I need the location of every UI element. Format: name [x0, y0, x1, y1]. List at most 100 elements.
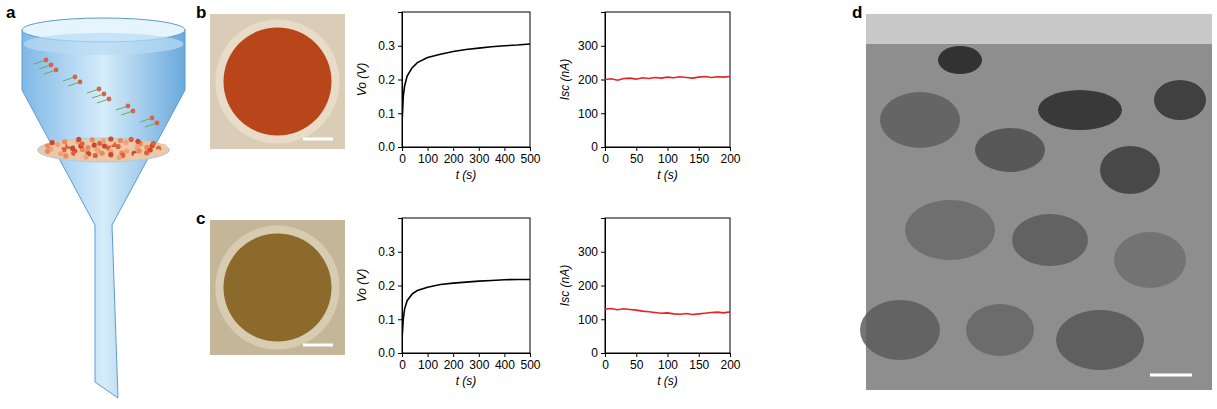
membrane-particle: [135, 139, 140, 144]
photo-ground: [210, 220, 345, 355]
membrane-particle: [144, 150, 149, 155]
x-tick: 200: [444, 353, 464, 372]
x-tick: 150: [689, 353, 709, 372]
x-tick: 200: [444, 147, 464, 166]
y-tick-label: 200: [578, 73, 598, 87]
membrane-particle: [101, 138, 106, 143]
flake-end: [44, 58, 49, 63]
particle: [1038, 90, 1122, 130]
scale-bar: [1150, 374, 1192, 377]
y-axis: 0 100 200 300: [578, 219, 606, 361]
membrane-particle: [76, 137, 81, 142]
plot-frame: [402, 12, 530, 147]
funnel-illustration: [22, 18, 185, 398]
photo-ground: [210, 14, 345, 149]
y-axis-title: Isc (nA): [558, 59, 572, 100]
membrane-particle: [117, 155, 122, 160]
y-tick-mark: [398, 46, 402, 47]
chart: 01002003004005000.00.10.20.3t (s)Vo (V): [355, 218, 541, 388]
y-tick: 200: [578, 73, 605, 87]
x-tick: 300: [469, 147, 489, 166]
x-axis: 050100150200: [602, 147, 741, 166]
y-tick-label: 300: [578, 39, 598, 53]
membrane-particle: [124, 149, 129, 154]
x-tick: 100: [658, 353, 678, 372]
membrane-particle: [93, 153, 98, 158]
y-tick-mark: [601, 319, 605, 320]
y-axis-line: [398, 13, 403, 148]
x-tick-mark: [668, 147, 669, 151]
particle: [1154, 80, 1206, 120]
membrane-particle: [116, 144, 121, 149]
membrane-particle: [102, 144, 107, 149]
particle: [1012, 214, 1088, 266]
x-tick: 200: [720, 147, 740, 166]
x-tick-label: 100: [418, 152, 438, 166]
membrane-particle: [108, 136, 113, 141]
y-tick: 0.1: [378, 313, 402, 327]
particle: [905, 200, 995, 260]
y-tick: 300: [578, 245, 605, 259]
y-tick-mark: [601, 353, 605, 354]
membrane-particle: [137, 148, 142, 153]
membrane-particle: [75, 153, 80, 158]
tem-image: [860, 14, 1212, 390]
x-tick-label: 300: [469, 358, 489, 372]
panel-label: b: [196, 3, 206, 22]
photo-disc: [224, 234, 332, 342]
y-tick: 300: [578, 39, 605, 53]
x-tick-label: 500: [520, 152, 540, 166]
x-tick-mark: [428, 353, 429, 357]
x-tick-label: 0: [602, 152, 609, 166]
y-tick: 0.2: [378, 279, 402, 293]
plot-area: [605, 76, 730, 80]
membrane-particle: [103, 154, 108, 159]
y-axis-title: Vo (V): [355, 269, 369, 303]
x-axis-title: t (s): [456, 374, 477, 388]
y-tick-label: 0: [591, 140, 598, 154]
x-tick: 300: [469, 353, 489, 372]
membrane-particle: [108, 152, 113, 157]
y-tick-label: 300: [578, 245, 598, 259]
y-tick-label: 0.1: [378, 313, 395, 327]
y-tick: 0.2: [378, 73, 402, 87]
x-tick-mark: [730, 353, 731, 357]
y-tick: 0.3: [378, 245, 402, 259]
membrane-particle: [92, 142, 97, 147]
x-tick-mark: [636, 353, 637, 357]
x-tick-mark: [453, 353, 454, 357]
x-tick: 100: [418, 353, 438, 372]
y-tick: 100: [578, 107, 605, 121]
x-tick-label: 50: [630, 358, 644, 372]
tem-top: [866, 14, 1212, 44]
x-axis: 0100200300400500: [399, 147, 541, 166]
x-tick-label: 100: [658, 152, 678, 166]
x-tick-mark: [530, 147, 531, 151]
x-axis-line: [606, 354, 731, 358]
y-tick: 0: [591, 346, 605, 360]
y-tick: 200: [578, 279, 605, 293]
y-axis: 0.00.10.20.3: [378, 13, 402, 155]
flake-end: [126, 104, 131, 109]
x-tick-label: 400: [495, 152, 515, 166]
particle: [1114, 232, 1186, 288]
y-tick-label: 0.2: [378, 279, 395, 293]
plot-area: [402, 279, 530, 339]
y-tick-mark: [601, 286, 605, 287]
y-tick: 100: [578, 313, 605, 327]
y-axis-title: Isc (nA): [558, 265, 572, 306]
x-tick-label: 500: [520, 358, 540, 372]
particle: [975, 128, 1045, 172]
flake-end: [49, 63, 54, 68]
membrane-particle: [83, 154, 88, 159]
y-tick: 0.3: [378, 39, 402, 53]
x-tick-mark: [453, 147, 454, 151]
membrane-particle: [133, 153, 138, 158]
x-tick-label: 400: [495, 358, 515, 372]
y-axis: 0 100 200 300: [578, 13, 606, 155]
membrane-particle: [45, 149, 50, 154]
x-tick-mark: [479, 353, 480, 357]
y-tick-mark: [398, 80, 402, 81]
flake-end: [97, 87, 102, 92]
y-tick-mark: [601, 147, 605, 148]
